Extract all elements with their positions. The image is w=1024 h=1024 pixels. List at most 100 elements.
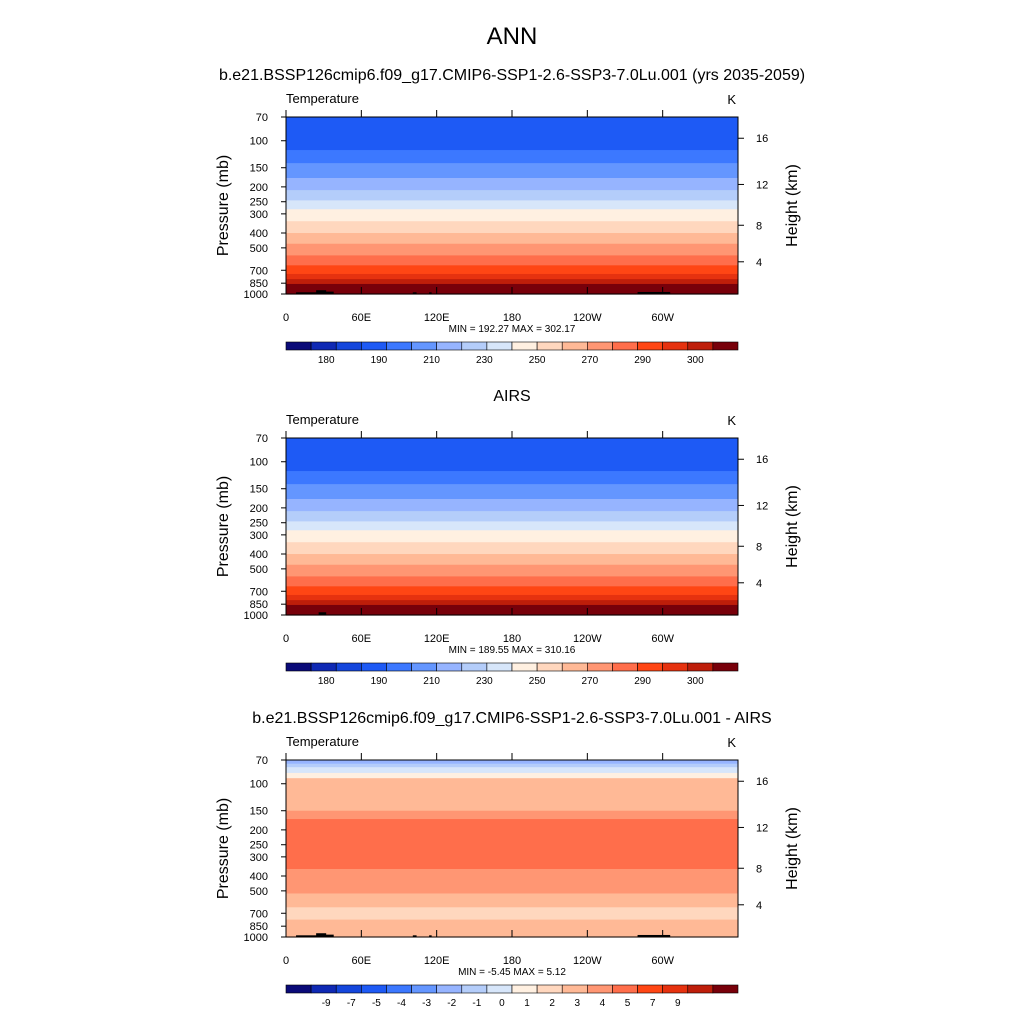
y-tick-label: 100 <box>250 779 268 791</box>
colorbar-swatch <box>511 341 538 351</box>
contour-fill <box>286 438 738 616</box>
figure-title: ANN <box>487 23 538 50</box>
colorbar-swatch <box>335 341 362 351</box>
colorbar-swatch <box>536 662 563 672</box>
right-tick-label: 8 <box>756 541 762 553</box>
y-tick-label: 150 <box>250 163 268 175</box>
colorbar-swatch <box>411 341 437 351</box>
colorbar-swatch <box>612 662 638 672</box>
colorbar-swatch <box>587 984 613 994</box>
terrain-block <box>412 935 417 937</box>
colorbar-swatch <box>335 984 362 994</box>
y-tick-label: 850 <box>250 599 268 611</box>
terrain-block <box>316 290 327 294</box>
colorbar-swatch <box>687 341 714 351</box>
terrain-block <box>323 934 334 937</box>
colorbar-swatch <box>662 984 689 994</box>
field-label: Temperature <box>286 412 359 427</box>
terrain-block <box>429 292 432 294</box>
colorbar-swatch <box>486 662 513 672</box>
contour-band <box>286 868 738 895</box>
y-tick-label: 200 <box>250 825 268 837</box>
contour-band <box>286 600 738 606</box>
x-tick-label: 120W <box>573 955 602 967</box>
y-axis-title: Pressure (mb) <box>215 476 232 577</box>
right-tick-label: 12 <box>756 822 768 834</box>
field-label: Temperature <box>286 91 359 106</box>
y-tick-label: 500 <box>250 564 268 576</box>
colorbar-label: -5 <box>372 998 381 1009</box>
x-tick-label: 0 <box>283 955 289 967</box>
colorbar-swatch <box>310 341 337 351</box>
y-axis-right-title: Height (km) <box>784 807 801 890</box>
colorbar-swatch <box>361 662 387 672</box>
y-tick-label: 250 <box>250 518 268 530</box>
x-tick-label: 0 <box>283 312 289 324</box>
min-max-label: MIN = -5.45 MAX = 5.12 <box>458 967 566 978</box>
colorbar: 180 190 210 230 250 270 290 300 <box>285 341 739 366</box>
colorbar-label: 300 <box>687 355 704 366</box>
colorbar-swatch <box>536 341 563 351</box>
contour-fill <box>286 760 738 938</box>
x-tick-label: 120E <box>424 633 450 645</box>
colorbar-swatch <box>310 662 337 672</box>
y-axis-right-title: Height (km) <box>784 485 801 568</box>
y-tick-label: 100 <box>250 457 268 469</box>
colorbar-swatch <box>486 984 513 994</box>
panel-title: AIRS <box>493 388 530 405</box>
colorbar-swatch <box>637 341 663 351</box>
y-tick-label: 70 <box>256 112 268 124</box>
y-tick-label: 250 <box>250 197 268 209</box>
units-label: K <box>727 735 736 750</box>
contour-band <box>286 604 738 611</box>
contour-band <box>286 919 738 938</box>
x-tick-label: 120E <box>424 312 450 324</box>
colorbar-swatch <box>662 662 689 672</box>
contour-band <box>286 117 738 151</box>
colorbar-swatch <box>687 984 714 994</box>
colorbar-swatch <box>712 662 739 672</box>
y-tick-label: 400 <box>250 871 268 883</box>
contour-band <box>286 177 738 191</box>
colorbar-swatch <box>637 984 663 994</box>
contour-band <box>286 438 738 472</box>
y-tick-label: 700 <box>250 908 268 920</box>
contour-band <box>286 163 738 179</box>
y-tick-label: 400 <box>250 228 268 240</box>
right-tick-label: 16 <box>756 776 768 788</box>
colorbar-swatch <box>712 984 739 994</box>
contour-band <box>286 576 738 587</box>
colorbar-swatch <box>461 341 488 351</box>
x-tick-label: 120E <box>424 955 450 967</box>
colorbar-label: 230 <box>476 676 493 687</box>
colorbar-label: 210 <box>423 676 440 687</box>
contour-band <box>286 564 738 578</box>
colorbar-label: 4 <box>600 998 606 1009</box>
colorbar-swatch <box>612 984 638 994</box>
y-axis-title: Pressure (mb) <box>215 155 232 256</box>
right-tick-label: 8 <box>756 863 762 875</box>
contour-fill <box>286 117 738 295</box>
min-max-label: MIN = 189.55 MAX = 310.16 <box>449 645 576 656</box>
contour-band <box>286 542 738 555</box>
contour-band <box>286 265 738 275</box>
units-label: K <box>727 413 736 428</box>
panel-1: b.e21.BSSP126cmip6.f09_g17.CMIP6-SSP1-2.… <box>215 67 805 366</box>
colorbar-swatch <box>637 662 663 672</box>
colorbar-swatch <box>361 341 387 351</box>
contour-band <box>286 530 738 543</box>
colorbar-label: -9 <box>322 998 331 1009</box>
colorbar-swatch <box>285 984 312 994</box>
colorbar-swatch <box>411 662 437 672</box>
colorbar: -9 -7 -5 -4 -3 -2 -1 0 1 2 3 4 5 7 9 <box>285 984 739 1009</box>
x-tick-label: 120W <box>573 312 602 324</box>
contour-band <box>286 150 738 164</box>
colorbar-label: -2 <box>447 998 456 1009</box>
y-tick-label: 1000 <box>244 932 268 944</box>
right-tick-label: 4 <box>756 578 762 590</box>
colorbar-label: -7 <box>347 998 356 1009</box>
right-tick-label: 12 <box>756 179 768 191</box>
y-tick-label: 500 <box>250 886 268 898</box>
y-tick-label: 400 <box>250 549 268 561</box>
y-tick-label: 70 <box>256 433 268 445</box>
